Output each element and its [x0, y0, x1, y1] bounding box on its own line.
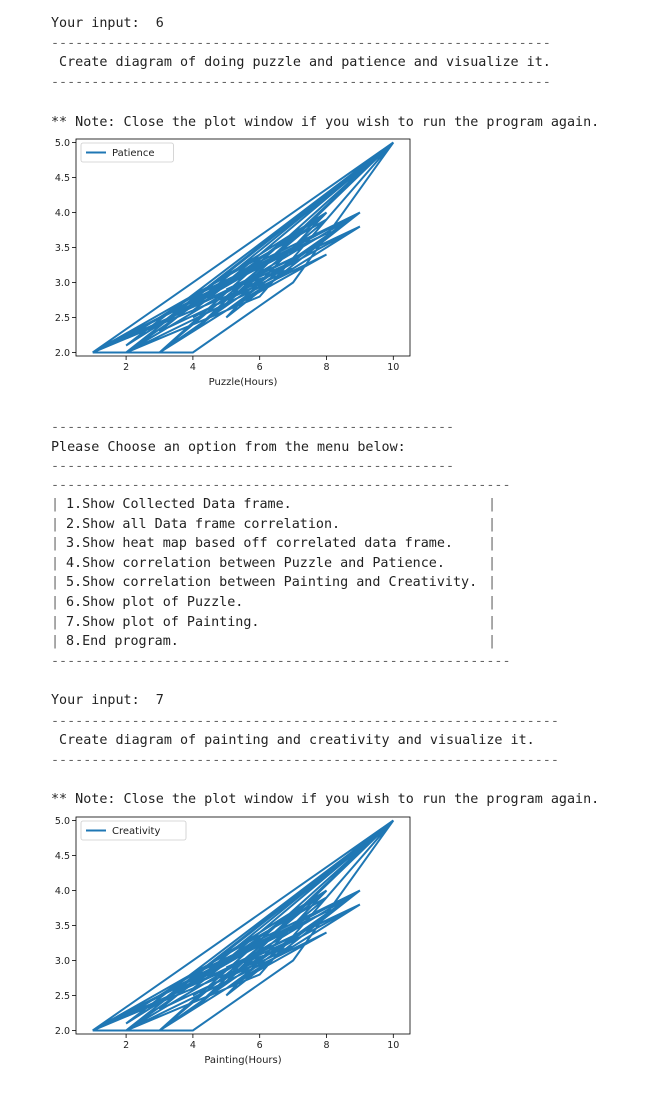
- legend-box: [80, 142, 174, 163]
- menu-item: 6.Show plot of Puzzle.: [66, 595, 244, 610]
- menu-box-border-left: |: [51, 634, 60, 649]
- x-tick-label: 10: [387, 1040, 399, 1051]
- y-tick-label: 5.0: [55, 138, 70, 149]
- separator: ----------------------------------------…: [51, 459, 455, 474]
- menu-item: 7.Show plot of Painting.: [66, 615, 260, 630]
- menu-item: 8.End program.: [66, 634, 179, 649]
- menu-item: 3.Show heat map based off correlated dat…: [66, 536, 453, 551]
- y-tick-label: 2.0: [55, 348, 70, 359]
- x-tick-label: 8: [323, 362, 329, 373]
- series-line-creativity: [92, 819, 395, 1032]
- menu-box-bottom: ----------------------------------------…: [51, 654, 511, 669]
- menu-box-top: ----------------------------------------…: [51, 478, 511, 493]
- menu-box-border-right: |: [488, 497, 497, 512]
- input-echo-2: Your input: 7: [51, 693, 164, 708]
- menu-box-border-left: |: [51, 556, 60, 571]
- menu-item: 4.Show correlation between Puzzle and Pa…: [66, 556, 445, 571]
- chart-puzzle-patience: 2 4 6 8 10 2.0 2.5 3.0 3.5 4.0 4.5 5.0 Puzzle(Hours)…: [55, 138, 411, 388]
- separator: ----------------------------------------…: [51, 75, 551, 90]
- menu-box-border-left: |: [51, 517, 60, 532]
- note-1: ** Note: Close the plot window if you wi…: [51, 115, 600, 130]
- y-tick-label: 3.0: [55, 956, 70, 967]
- y-tick-label: 4.0: [55, 886, 70, 897]
- menu-box-border-left: |: [51, 497, 60, 512]
- section-header-1: Create diagram of doing puzzle and patie…: [51, 55, 551, 70]
- separator: ----------------------------------------…: [51, 714, 559, 729]
- menu-box-border-right: |: [488, 556, 497, 571]
- x-tick-label: 4: [190, 362, 196, 373]
- y-tick-label: 4.0: [55, 208, 70, 219]
- x-tick-label: 6: [257, 1040, 263, 1051]
- plot-2: 2 4 6 8 10 2.0 2.5 3.0 3.5 4.0 4.5 5.0 Painting(Hour…: [40, 814, 420, 1075]
- legend-label: Patience: [112, 148, 155, 159]
- menu-box-border-right: |: [488, 595, 497, 610]
- menu-box-border-right: |: [488, 634, 497, 649]
- menu-box-border-left: |: [51, 595, 60, 610]
- x-tick-label: 4: [190, 1040, 196, 1051]
- x-tick-label: 2: [123, 362, 129, 373]
- x-axis-label: Puzzle(Hours): [209, 377, 278, 388]
- x-axis-label: Painting(Hours): [204, 1055, 281, 1066]
- menu-box-border-right: |: [488, 517, 497, 532]
- section-header-2: Create diagram of painting and creativit…: [51, 733, 535, 748]
- y-tick-label: 5.0: [55, 816, 70, 827]
- series-line-patience: [92, 141, 395, 354]
- menu-prompt: Please Choose an option from the menu be…: [51, 440, 406, 455]
- menu-box-border-left: |: [51, 575, 60, 590]
- x-tick-label: 10: [387, 362, 399, 373]
- y-tick-label: 3.5: [55, 921, 70, 932]
- y-tick-label: 2.5: [55, 991, 70, 1002]
- separator: ----------------------------------------…: [51, 36, 551, 51]
- y-tick-label: 4.5: [55, 173, 70, 184]
- y-tick-label: 4.5: [55, 851, 70, 862]
- y-tick-label: 3.0: [55, 278, 70, 289]
- plot-1: 2 4 6 8 10 2.0 2.5 3.0 3.5 4.0 4.5 5.0 Puzzle(Hours)…: [40, 136, 420, 397]
- x-tick-label: 8: [323, 1040, 329, 1051]
- menu-item: 2.Show all Data frame correlation.: [66, 517, 341, 532]
- legend-box: [80, 820, 187, 841]
- separator: ----------------------------------------…: [51, 753, 559, 768]
- chart-painting-creativity: 2 4 6 8 10 2.0 2.5 3.0 3.5 4.0 4.5 5.0 Painting(Hour…: [55, 816, 411, 1066]
- x-tick-label: 6: [257, 362, 263, 373]
- menu-item: 5.Show correlation between Painting and …: [66, 575, 478, 590]
- input-echo-1: Your input: 6: [51, 16, 164, 31]
- y-tick-label: 2.0: [55, 1026, 70, 1037]
- menu-item: 1.Show Collected Data frame.: [66, 497, 292, 512]
- menu-box-border-left: |: [51, 536, 60, 551]
- x-tick-label: 2: [123, 1040, 129, 1051]
- menu-box-border-right: |: [488, 615, 497, 630]
- menu-box-border-right: |: [488, 575, 497, 590]
- note-2: ** Note: Close the plot window if you wi…: [51, 792, 600, 807]
- separator: ----------------------------------------…: [51, 420, 455, 435]
- y-tick-label: 3.5: [55, 243, 70, 254]
- menu-box-border-left: |: [51, 615, 60, 630]
- menu-box-border-right: |: [488, 536, 497, 551]
- y-tick-label: 2.5: [55, 313, 70, 324]
- legend-label: Creativity: [112, 826, 160, 837]
